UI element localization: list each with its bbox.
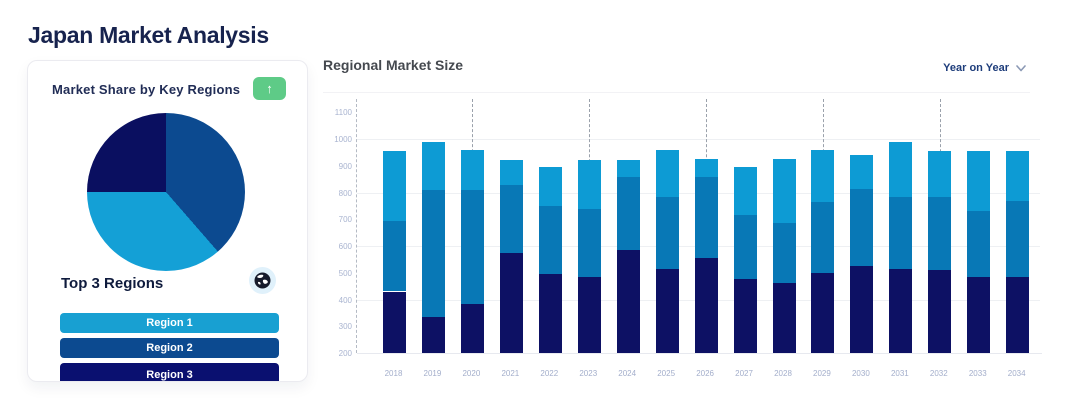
market-share-card-title: Market Share by Key Regions: [52, 82, 241, 97]
bar-2031-blue-middle: [889, 196, 913, 269]
x-axis-tick-2030: 2030: [851, 369, 870, 378]
x-axis-tick-2034: 2034: [1007, 369, 1026, 378]
market-share-card: Market Share by Key Regions ↑ Top 3 Regi…: [27, 60, 308, 382]
year-on-year-label: Year on Year: [943, 62, 1009, 74]
bar-2021-blue-middle: [499, 184, 523, 253]
bar-2019-blue-middle: [421, 189, 445, 317]
bar-2029-light-blue-top: [811, 149, 835, 202]
bar-2020-light-blue-top: [460, 149, 484, 190]
bar-2022-blue-middle: [538, 205, 562, 275]
year-on-year-dropdown[interactable]: Year on Year: [943, 62, 1026, 74]
y-axis-tick-500: 500: [338, 268, 352, 278]
bar-2034-light-blue-top: [1006, 151, 1030, 201]
bar-2027-light-blue-top: [733, 167, 757, 216]
bar-2019-light-blue-top: [421, 141, 445, 190]
bar-2018-blue-middle: [383, 220, 406, 292]
bar-2020-navy-bottom: [460, 303, 484, 353]
bar-2034-navy-bottom: [1006, 276, 1030, 353]
x-axis-tick-2027: 2027: [735, 369, 753, 378]
bar-2025-blue-middle: [655, 196, 679, 269]
region-1-button[interactable]: Region 1: [60, 313, 279, 333]
bar-2031-navy-bottom: [889, 268, 913, 353]
x-axis-tick-2025: 2025: [657, 369, 676, 378]
region-3-button[interactable]: Region 3: [60, 363, 279, 381]
bar-2033-navy-bottom: [967, 276, 991, 353]
y-axis-tick-200: 200: [338, 349, 352, 358]
bar-2028-light-blue-top: [772, 159, 796, 224]
y-axis-tick-900: 900: [338, 161, 352, 171]
region-2-button[interactable]: Region 2: [60, 338, 279, 358]
bar-2029-navy-bottom: [811, 272, 835, 353]
y-axis-tick-400: 400: [338, 295, 352, 305]
y-axis-tick-1000: 1000: [334, 135, 352, 145]
panel-divider: [323, 92, 1030, 93]
bar-2023-navy-bottom: [577, 276, 601, 353]
bar-2033-blue-middle: [967, 211, 991, 277]
bar-2018-light-blue-top: [383, 151, 406, 221]
bar-2026-navy-bottom: [694, 258, 718, 353]
bar-2026-blue-middle: [694, 176, 718, 259]
arrow-up-icon: ↑: [266, 81, 273, 96]
bar-2024-blue-middle: [616, 176, 640, 251]
x-axis-tick-2033: 2033: [968, 369, 987, 378]
bar-2024-light-blue-top: [616, 160, 640, 177]
bar-2026-light-blue-top: [694, 159, 718, 177]
bar-2025-light-blue-top: [655, 149, 679, 197]
bar-2022-light-blue-top: [538, 167, 562, 206]
bar-2021-light-blue-top: [499, 160, 523, 185]
bar-2018-navy-bottom: [383, 291, 406, 353]
bar-2019-navy-bottom: [421, 316, 445, 353]
bar-2032-navy-bottom: [928, 270, 952, 353]
bar-2023-blue-middle: [577, 208, 601, 277]
h-gridline-1000: [357, 139, 1040, 141]
bar-2030-blue-middle: [850, 188, 874, 267]
bar-2022-navy-bottom: [538, 274, 562, 353]
bar-2031-light-blue-top: [889, 141, 913, 197]
y-axis-tick-700: 700: [338, 215, 352, 225]
x-axis-tick-2029: 2029: [813, 369, 831, 378]
x-axis-tick-2024: 2024: [618, 369, 637, 378]
bar-2024-navy-bottom: [616, 250, 640, 353]
globe-icon: [254, 272, 271, 289]
bar-2032-light-blue-top: [928, 151, 952, 197]
y-axis-tick-1100: 1100: [334, 108, 352, 118]
bar-2030-navy-bottom: [850, 266, 874, 353]
page-title: Japan Market Analysis: [28, 22, 269, 48]
bar-2027-blue-middle: [733, 215, 757, 280]
top-regions-title: Top 3 Regions: [61, 275, 164, 292]
x-axis-tick-2032: 2032: [929, 369, 948, 378]
bar-2033-light-blue-top: [967, 151, 991, 212]
bar-2025-navy-bottom: [655, 268, 679, 353]
bar-2028-blue-middle: [772, 223, 796, 284]
stacked-bar-chart: [356, 99, 1042, 354]
bar-2032-blue-middle: [928, 196, 952, 271]
bar-2020-blue-middle: [460, 189, 484, 304]
bar-2021-navy-bottom: [499, 252, 523, 353]
x-axis-tick-2020: 2020: [462, 369, 481, 378]
x-axis-tick-2022: 2022: [540, 369, 559, 378]
bar-2027-navy-bottom: [733, 279, 757, 353]
bar-2029-blue-middle: [811, 201, 835, 273]
chevron-down-icon: [1016, 64, 1026, 71]
y-axis-tick-600: 600: [338, 242, 352, 252]
x-axis-line: [357, 353, 1042, 354]
x-axis-tick-2018: 2018: [384, 369, 403, 378]
x-axis-tick-2028: 2028: [774, 369, 792, 378]
x-axis-tick-2021: 2021: [501, 369, 520, 378]
x-axis-tick-2023: 2023: [579, 369, 598, 378]
bar-2034-blue-middle: [1006, 200, 1030, 277]
x-axis-tick-2031: 2031: [890, 369, 909, 378]
market-share-pie-chart: [87, 113, 245, 271]
y-axis-tick-800: 800: [338, 188, 352, 198]
bar-2023-light-blue-top: [577, 160, 601, 209]
x-axis-tick-2026: 2026: [696, 369, 714, 378]
regional-market-size-title: Regional Market Size: [323, 57, 464, 73]
bar-2028-navy-bottom: [772, 283, 796, 353]
trend-up-button[interactable]: ↑: [253, 77, 286, 100]
y-axis-tick-300: 300: [338, 322, 352, 332]
globe-button[interactable]: [249, 267, 276, 294]
bar-2030-light-blue-top: [850, 155, 874, 189]
x-axis-tick-2019: 2019: [423, 369, 442, 378]
